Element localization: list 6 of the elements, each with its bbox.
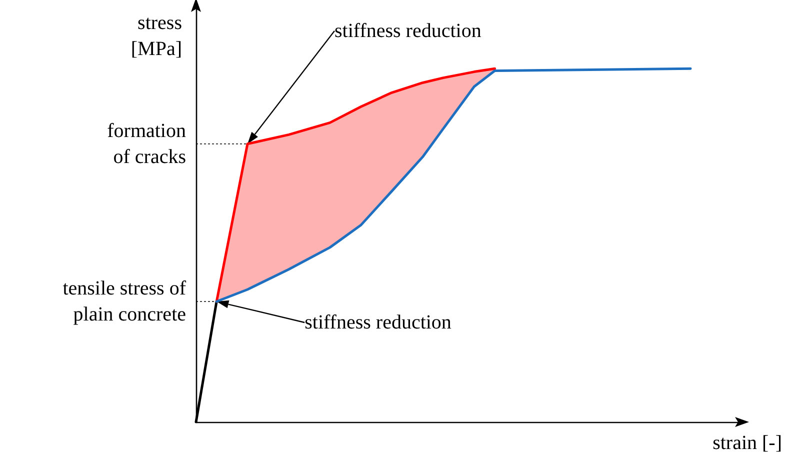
ref-line-label: formation of cracks: [107, 120, 186, 168]
ref-line-label: tensile stress of plain concrete: [62, 277, 186, 326]
annotation: stiffness reduction: [304, 311, 452, 334]
text: stiffness reduction: [334, 20, 482, 42]
x-axis-title: strain [-]: [712, 432, 782, 454]
y-axis-title: stress [MPa]: [130, 12, 182, 60]
